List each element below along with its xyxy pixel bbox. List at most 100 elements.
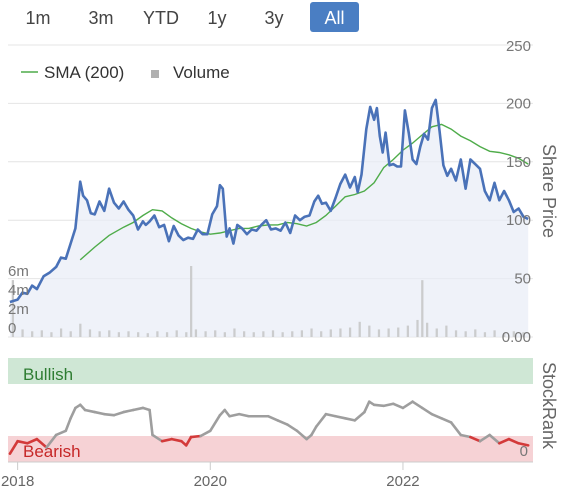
x-tick-label: 2018: [1, 473, 34, 488]
volume-bar-overlay: [493, 330, 496, 337]
range-button-label[interactable]: 1m: [25, 8, 50, 28]
range-button-all[interactable]: All: [310, 2, 359, 32]
range-button-label[interactable]: 3m: [88, 8, 113, 28]
stockrank-segment: [363, 400, 371, 414]
stockrank-segment: [334, 414, 347, 420]
stockrank-segment: [295, 429, 308, 441]
stockrank-segment: [517, 441, 530, 447]
sma-line-group: [79, 123, 529, 261]
stockrank-segment: [148, 408, 154, 437]
range-button-3m[interactable]: 3m: [88, 8, 113, 28]
volume-bar-overlay: [377, 329, 381, 337]
range-button-ytd[interactable]: YTD: [143, 8, 179, 28]
range-button-3y[interactable]: 3y: [264, 8, 283, 28]
stockrank-segment: [430, 412, 443, 420]
range-button-1y[interactable]: 1y: [207, 8, 226, 28]
stockrank-segment: [310, 425, 318, 437]
volume-bar-overlay: [40, 330, 43, 337]
price-tick-label: 50: [514, 271, 531, 288]
stockrank-segment: [507, 437, 520, 445]
volume-bar-overlay: [21, 329, 24, 337]
range-button-label[interactable]: YTD: [143, 8, 179, 28]
price-tick-label: 100: [506, 212, 531, 229]
stockrank-segment: [353, 410, 366, 422]
stockrank-segment: [401, 400, 414, 410]
volume-tick-label: 2m: [8, 301, 29, 318]
volume-bar-overlay: [368, 325, 371, 337]
volume-bar-overlay: [406, 325, 409, 337]
volume-bar-overlay: [50, 332, 53, 337]
volume-bar-overlay: [127, 331, 130, 337]
x-axis: 2018 2020 2022: [1, 461, 533, 488]
volume-bar-overlay: [262, 331, 265, 337]
price-tick-label: 250: [506, 38, 531, 55]
volume-bar-overlay: [190, 266, 193, 337]
stockrank-segment: [189, 434, 202, 439]
band-bullish: [8, 358, 533, 384]
stockrank-segment: [112, 410, 125, 417]
volume-bar-overlay: [454, 330, 458, 337]
stockrank-segment: [69, 406, 77, 420]
volume-bar-overlay: [31, 331, 34, 337]
stockrank-segment: [382, 402, 395, 408]
sma-line: [79, 123, 529, 261]
stockrank-segment: [131, 406, 145, 412]
range-button-bg[interactable]: [310, 2, 359, 32]
price-axis-title: Share Price: [539, 144, 559, 238]
stockrank-panel: Bullish Bearish 0 StockRank: [8, 358, 559, 462]
volume-bar-overlay: [512, 331, 515, 337]
stockrank-segment: [228, 412, 241, 418]
range-button-1m[interactable]: 1m: [25, 8, 50, 28]
range-button-label[interactable]: 1y: [207, 8, 226, 28]
stockrank-segment: [8, 439, 19, 455]
stockrank-tick-label: 0: [520, 443, 528, 460]
volume-bar-overlay: [397, 327, 400, 337]
volume-bar-overlay: [522, 332, 525, 337]
volume-bar-overlay: [98, 331, 101, 337]
volume-bar-overlay: [435, 328, 438, 337]
volume-bar-overlay: [271, 330, 275, 337]
stockrank-segment: [237, 412, 251, 418]
volume-tick-label: 0: [8, 320, 16, 337]
stockrank-segment: [122, 408, 135, 414]
main-axes: 250 200 150 100 50 0.00 6m 4m 2m 0 Share Price: [8, 38, 559, 346]
volume-bar-overlay: [243, 331, 246, 337]
volume-bar-overlay: [503, 333, 506, 337]
volume-bar-overlay: [291, 331, 294, 337]
price-area: [9, 99, 529, 338]
stockrank-segment: [64, 417, 72, 433]
stockrank-segment: [411, 400, 424, 410]
volume-bar-overlay: [483, 332, 487, 337]
range-button-label[interactable]: 3y: [264, 8, 283, 28]
volume-bar-overlay: [329, 329, 332, 337]
stockrank-segment: [478, 433, 491, 443]
volume-bar-overlay: [214, 330, 217, 337]
x-tick-label: 2020: [194, 473, 227, 488]
volume-bar-overlay: [320, 331, 323, 337]
volume-bar-overlay: [358, 321, 361, 337]
stockrank-segment: [223, 408, 231, 418]
stockrank-segment: [151, 433, 164, 443]
legend-sma-label: SMA (200): [44, 63, 124, 82]
range-button-label[interactable]: All: [324, 8, 344, 28]
stockrank-segment: [392, 402, 405, 410]
price-tick-label: 0.00: [502, 329, 531, 346]
stockrank-segment: [93, 410, 106, 416]
bearish-label: Bearish: [23, 442, 81, 461]
volume-bar-overlay: [117, 332, 120, 337]
volume-bar-overlay: [185, 332, 188, 337]
volume-bar-overlay: [310, 328, 313, 337]
volume-bar-overlay: [421, 280, 424, 337]
volume-bar-overlay: [474, 329, 477, 337]
stockrank-segment: [170, 437, 183, 443]
stockrank-segment: [54, 429, 68, 437]
stockrank-segment: [83, 408, 96, 414]
volume-bar-overlay: [165, 332, 169, 337]
stockrank-segment: [266, 414, 280, 422]
volume-bar-overlay: [387, 328, 390, 337]
price-tick-label: 150: [506, 154, 531, 171]
volume-bar-overlay: [88, 329, 92, 337]
volume-bar-overlay: [204, 331, 207, 337]
stockrank-segment: [459, 433, 472, 439]
volume-bar-overlay: [233, 328, 236, 337]
